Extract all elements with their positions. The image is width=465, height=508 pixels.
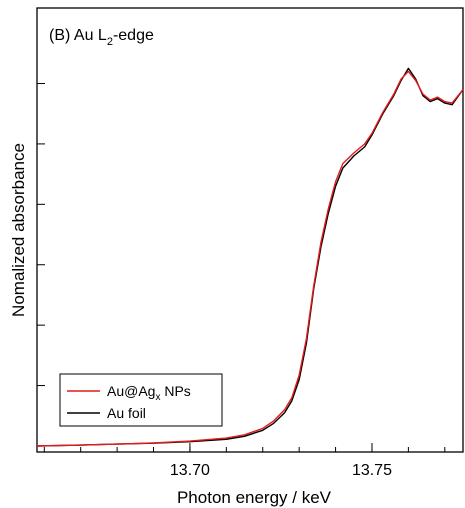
x-tick-label: 13.75 <box>352 462 392 479</box>
series-line-1 <box>36 70 464 447</box>
legend-label-agx: Au@Agx NPs <box>107 383 191 403</box>
x-tick-label: 13.70 <box>170 462 210 479</box>
x-axis-label: Photon energy / keV <box>177 488 332 507</box>
legend: Au@Agx NPs Au foil <box>59 373 223 427</box>
panel-label: (B) Au L2-edge <box>49 27 154 48</box>
plot-frame <box>36 7 464 453</box>
y-axis-label: Nomalized absorbance <box>9 143 28 317</box>
tick-layer: 13.70 13.75 <box>37 83 446 479</box>
legend-label-foil: Au foil <box>107 405 146 421</box>
series-layer <box>36 67 464 447</box>
legend-box <box>59 373 223 427</box>
